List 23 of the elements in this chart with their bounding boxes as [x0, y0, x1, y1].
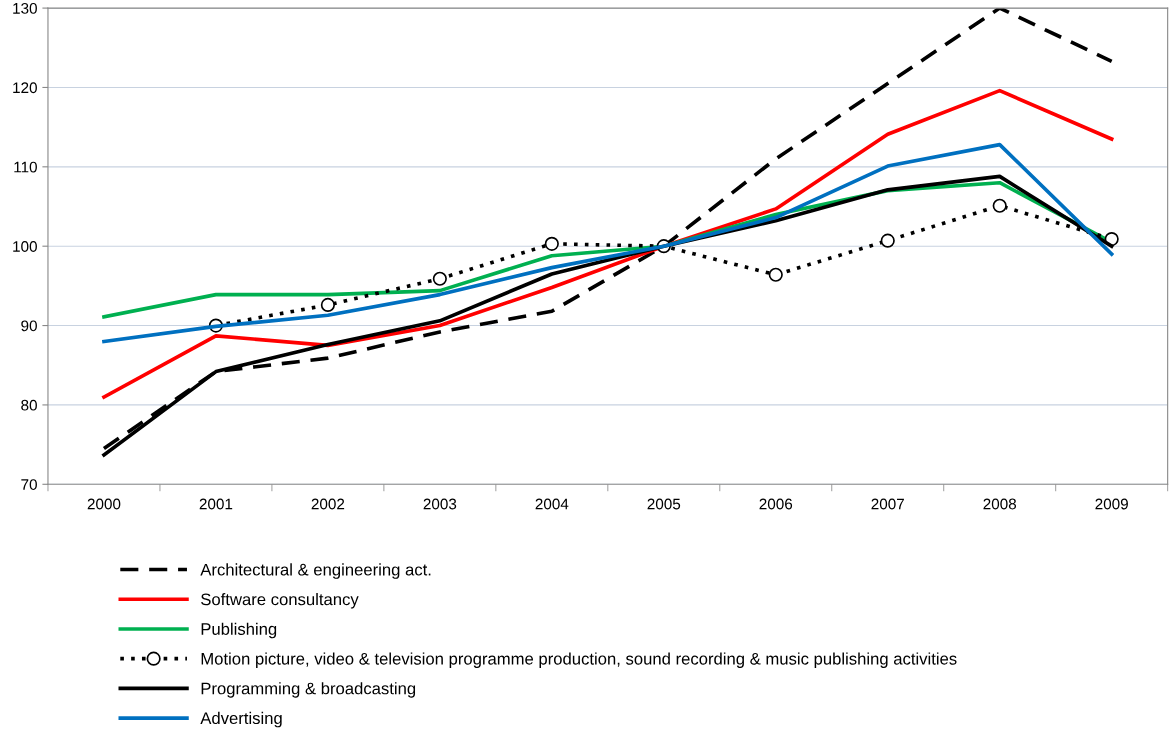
x-tick-label: 2007 — [871, 498, 904, 510]
legend-label: Software consultancy — [201, 593, 359, 609]
y-tick-label: 120 — [13, 82, 37, 94]
y-tick-label: 70 — [21, 479, 37, 490]
x-tick-label: 2003 — [423, 498, 457, 510]
legend-label: Publishing — [201, 622, 277, 639]
legend-label: Motion picture, video & television programme production, sound recording & music publishing activities — [201, 652, 957, 668]
x-tick-label: 2008 — [983, 498, 1017, 510]
legend-label: Advertising — [200, 711, 282, 728]
x-tick-label: 2009 — [1095, 498, 1128, 510]
y-tick-label: 130 — [13, 2, 37, 14]
x-tick-label: 2002 — [311, 498, 345, 510]
x-tick-label: 2000 — [87, 498, 121, 510]
legend-label: Architectural & engineering act. — [200, 563, 431, 579]
x-tick-label: 2004 — [535, 498, 569, 510]
x-tick-label: 2005 — [647, 498, 681, 510]
y-tick-label: 90 — [21, 320, 37, 332]
x-tick-label: 2001 — [199, 498, 233, 510]
y-tick-label: 100 — [13, 241, 37, 252]
legend-label: Programming & broadcasting — [201, 682, 416, 698]
x-tick-label: 2006 — [759, 498, 793, 510]
y-tick-label: 110 — [14, 161, 37, 173]
y-tick-label: 80 — [21, 399, 37, 411]
